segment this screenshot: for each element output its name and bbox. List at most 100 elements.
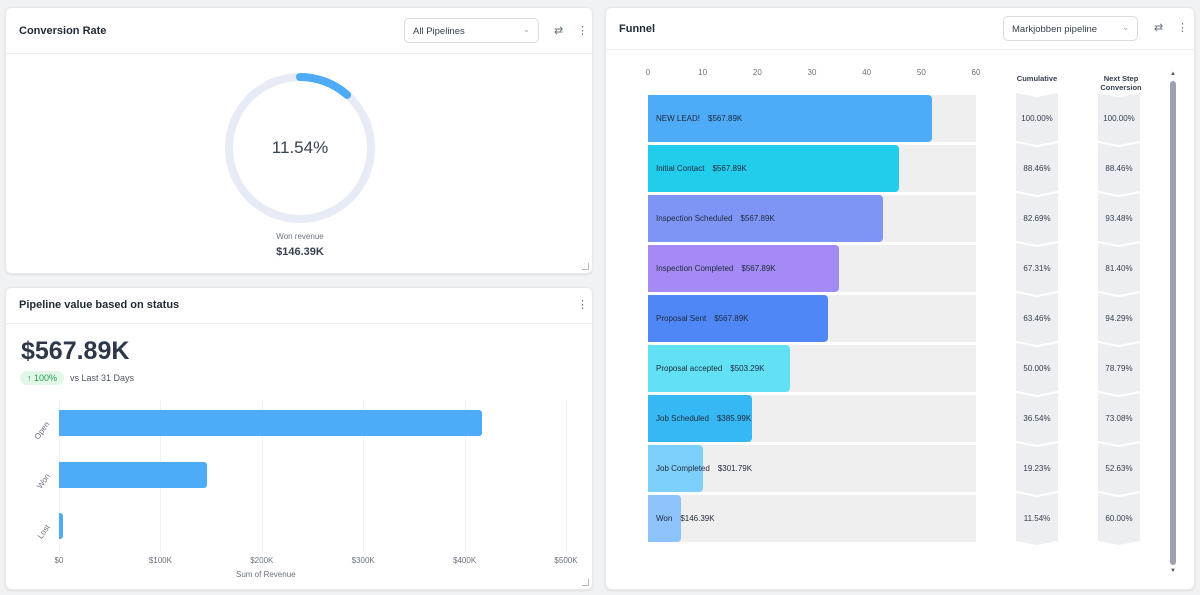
stage-value: $567.89K — [712, 164, 747, 173]
stage-value: $301.79K — [717, 464, 753, 473]
chevron-down-icon: ⌄ — [1122, 23, 1129, 32]
next-step-cell: 60.00% — [1098, 493, 1140, 545]
more-icon[interactable]: ⋮ — [577, 25, 588, 37]
stage-name: Initial Contact — [656, 164, 705, 173]
funnel-pipeline-select[interactable]: Markjobben pipeline ⌄ — [1003, 16, 1138, 41]
funnel-row-track — [648, 445, 976, 492]
pipeline-total: $567.89K — [21, 337, 130, 365]
gridline — [566, 400, 567, 552]
next-step-cell: 93.48% — [1098, 193, 1140, 245]
next-step-cell: 73.08% — [1098, 393, 1140, 445]
stage-value: $385.99K — [716, 414, 752, 423]
x-tick-label: $200K — [250, 556, 274, 565]
cumulative-cell: 11.54% — [1016, 493, 1058, 545]
next-step-cell: 81.40% — [1098, 243, 1140, 295]
stage-name: Won — [656, 514, 673, 523]
conversion-gauge — [225, 73, 375, 223]
divider — [6, 53, 592, 54]
y-tick-label: Lost — [35, 522, 52, 541]
x-tick-label: $500K — [554, 556, 578, 565]
funnel-bar[interactable]: Won $146.39K — [648, 495, 715, 542]
chevron-down-icon: ⌄ — [523, 25, 530, 34]
cumulative-cell: 82.69% — [1016, 193, 1058, 245]
stage-name: NEW LEAD! — [656, 114, 701, 123]
x-tick-label: $300K — [351, 556, 375, 565]
more-icon[interactable]: ⋮ — [577, 299, 588, 311]
next-step-cell: 78.79% — [1098, 343, 1140, 395]
pipeline-value-card: Pipeline value based on status ⋮ $567.89… — [5, 287, 593, 590]
card-title: Conversion Rate — [19, 25, 107, 37]
more-icon[interactable]: ⋮ — [1177, 22, 1188, 34]
next-step-cell: 52.63% — [1098, 443, 1140, 495]
bar-won[interactable] — [59, 461, 208, 488]
funnel-row-track — [648, 495, 976, 542]
cumulative-cell: 63.46% — [1016, 293, 1058, 345]
y-tick-label: Won — [34, 471, 52, 490]
bar-lost[interactable] — [59, 513, 64, 539]
resize-handle[interactable] — [582, 263, 589, 270]
change-badge: ↑ 100% — [20, 371, 65, 385]
card-title: Pipeline value based on status — [19, 299, 180, 311]
x-tick-label: 40 — [862, 68, 872, 77]
x-tick-label: 30 — [807, 68, 817, 77]
scrollbar-thumb[interactable] — [1170, 81, 1176, 565]
conversion-rate-value: 11.54% — [271, 138, 329, 157]
gridline — [261, 400, 263, 552]
funnel-bar[interactable]: Initial Contact $567.89K — [648, 145, 900, 192]
x-tick-label: 20 — [752, 68, 762, 77]
funnel-bar[interactable]: Inspection Completed $567.89K — [648, 245, 840, 292]
stage-name: Proposal accepted — [656, 364, 723, 373]
cumulative-cell: 88.46% — [1016, 143, 1058, 195]
stage-value: $567.89K — [740, 214, 775, 223]
stage-name: Proposal Sent — [656, 314, 707, 323]
stage-name: Inspection Completed — [656, 264, 734, 273]
card-title: Funnel — [619, 23, 656, 35]
scrollbar[interactable]: ▲ ▼ — [1170, 71, 1176, 574]
x-tick-label: 0 — [645, 68, 651, 77]
gauge-arc — [225, 73, 375, 223]
x-axis-label: Sum of Revenue — [236, 570, 296, 579]
pipeline-select[interactable]: All Pipelines ⌄ — [404, 18, 539, 43]
funnel-bar[interactable]: Proposal accepted $503.29K — [648, 345, 791, 392]
filter-icon[interactable]: ⇄ — [1154, 22, 1164, 34]
x-tick-label: $100K — [148, 556, 172, 565]
scroll-down-icon[interactable]: ▼ — [1170, 568, 1176, 574]
divider — [6, 323, 592, 324]
x-tick-label: $0 — [54, 556, 64, 565]
stage-value: $503.29K — [730, 364, 765, 373]
stage-name: Inspection Scheduled — [656, 214, 733, 223]
stage-value: $146.39K — [680, 514, 715, 523]
x-tick-label: $400K — [453, 556, 477, 565]
next-step-cell: 94.29% — [1098, 293, 1140, 345]
funnel-bar[interactable]: Job Scheduled $385.99K — [648, 395, 752, 442]
x-tick-label: 10 — [698, 68, 708, 77]
change-text: vs Last 31 Days — [70, 373, 135, 383]
cumulative-cell: 100.00% — [1016, 93, 1058, 145]
x-tick-label: 50 — [916, 68, 926, 77]
funnel-bar[interactable]: NEW LEAD! $567.89K — [648, 95, 933, 142]
gridline — [363, 400, 365, 552]
funnel-bar[interactable]: Proposal Sent $567.89K — [648, 295, 829, 342]
bar-open[interactable] — [59, 410, 482, 436]
cumulative-cell: 67.31% — [1016, 243, 1058, 295]
select-value: Markjobben pipeline — [1012, 24, 1098, 35]
y-tick-label: Open — [33, 419, 52, 442]
next-step-header: Next Step Conversion — [1100, 74, 1142, 92]
next-step-cell: 100.00% — [1098, 93, 1140, 145]
stage-value: $567.89K — [741, 264, 776, 273]
resize-handle[interactable] — [582, 579, 589, 586]
x-tick-label: 60 — [971, 68, 981, 77]
filter-icon[interactable]: ⇄ — [554, 25, 564, 37]
cumulative-cell: 36.54% — [1016, 393, 1058, 445]
funnel-bar[interactable]: Job Completed $301.79K — [648, 445, 752, 492]
stage-name: Job Scheduled — [656, 414, 709, 423]
divider — [606, 49, 1194, 50]
stage-value: $567.89K — [714, 314, 749, 323]
select-value: All Pipelines — [413, 26, 465, 37]
funnel-bar[interactable]: Inspection Scheduled $567.89K — [648, 195, 884, 242]
scroll-up-icon[interactable]: ▲ — [1170, 71, 1176, 77]
stage-name: Job Completed — [656, 464, 710, 473]
next-step-cell: 88.46% — [1098, 143, 1140, 195]
won-revenue-value: $146.39K — [276, 246, 324, 258]
won-revenue-label: Won revenue — [276, 232, 324, 241]
